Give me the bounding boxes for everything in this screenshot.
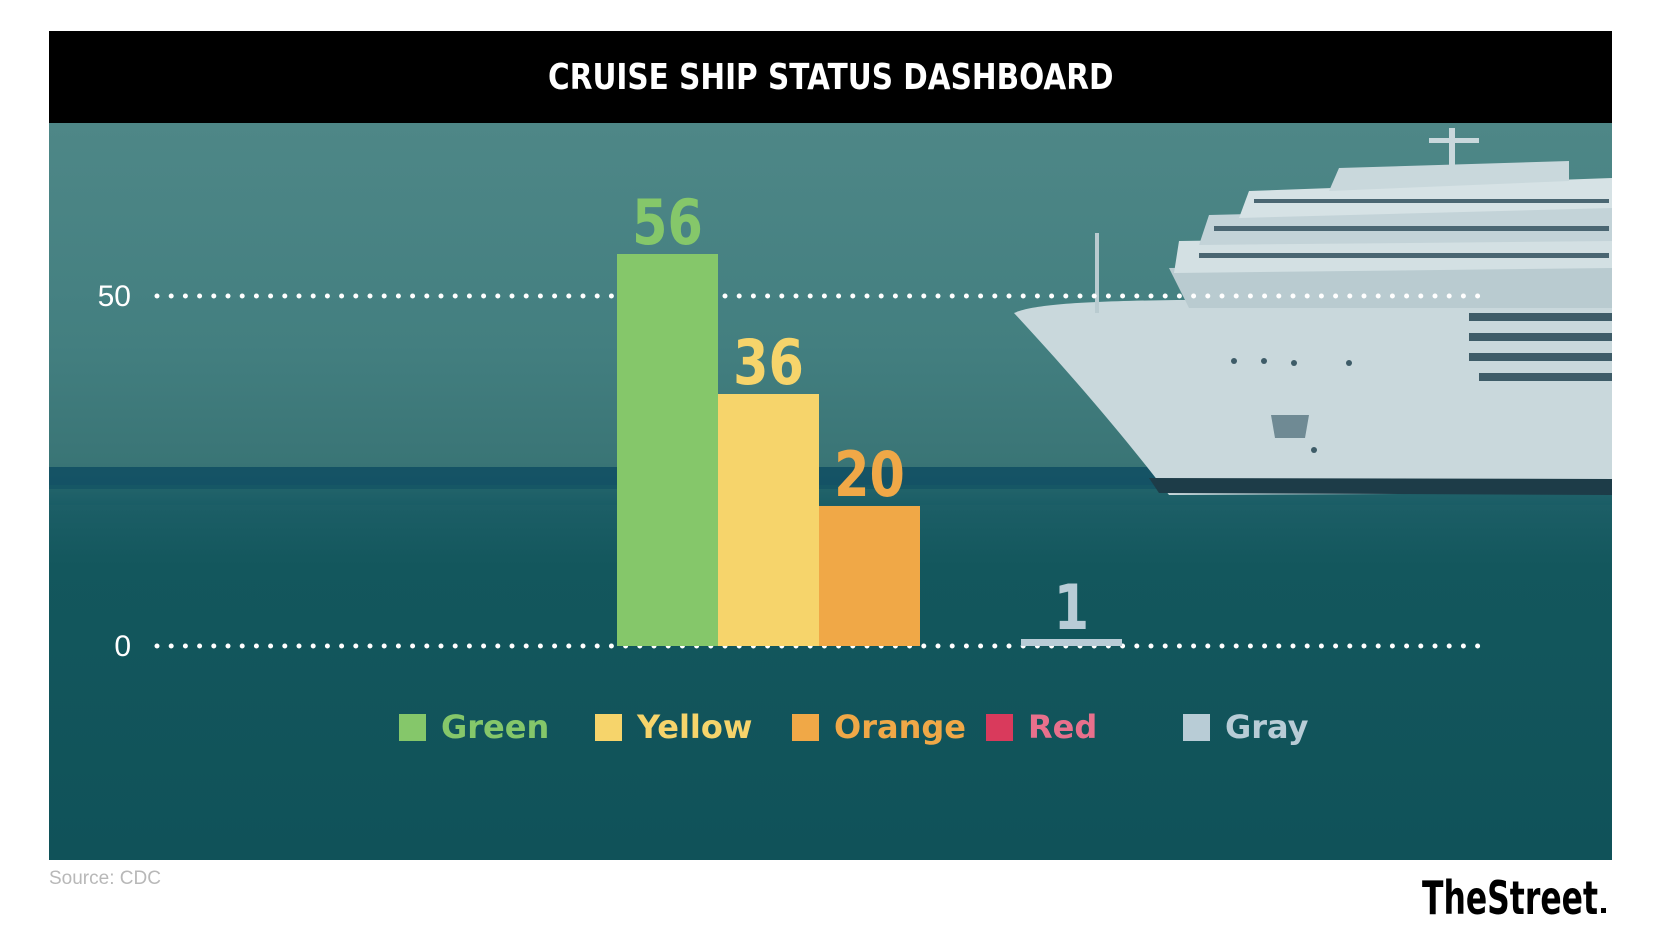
- title-bar: CRUISE SHIP STATUS DASHBOARD: [49, 31, 1612, 123]
- value-label-orange: 20: [834, 439, 905, 511]
- source-note: Source: CDC: [49, 868, 161, 889]
- value-label-green: 56: [632, 187, 703, 259]
- legend-swatch-orange: [792, 714, 819, 741]
- cruise-ship-image: [49, 128, 1612, 505]
- background-photo: 56 36 20 1 0 50 Green Yellow Orange Red Gray: [49, 123, 1612, 860]
- logo-wordmark: TheStreet: [1422, 871, 1598, 925]
- logo-dot: [1601, 908, 1606, 913]
- legend-label-orange: Orange: [834, 708, 966, 746]
- legend-swatch-red: [986, 714, 1013, 741]
- y-tick-label: 50: [98, 280, 131, 313]
- bar-gray: [1021, 639, 1122, 646]
- legend-swatch-yellow: [595, 714, 622, 741]
- value-label-gray: 1: [1054, 572, 1089, 644]
- legend-swatch-green: [399, 714, 426, 741]
- legend-label-green: Green: [441, 708, 549, 746]
- legend-label-gray: Gray: [1225, 708, 1309, 746]
- legend-label-red: Red: [1028, 708, 1097, 746]
- chart-frame: CRUISE SHIP STATUS DASHBOARD: [49, 31, 1612, 860]
- bar-orange: [819, 506, 920, 646]
- bar-chart: 56 36 20 1 0 50 Green Yellow Orange Red Gray: [98, 187, 1482, 746]
- legend-swatch-gray: [1183, 714, 1210, 741]
- bar-yellow: [718, 394, 819, 646]
- legend-label-yellow: Yellow: [636, 708, 752, 746]
- chart-title: CRUISE SHIP STATUS DASHBOARD: [547, 56, 1114, 98]
- bar-green: [617, 254, 718, 646]
- y-tick-label: 0: [114, 630, 131, 663]
- value-label-yellow: 36: [733, 327, 804, 399]
- thestreet-logo: TheStreet: [1422, 871, 1606, 925]
